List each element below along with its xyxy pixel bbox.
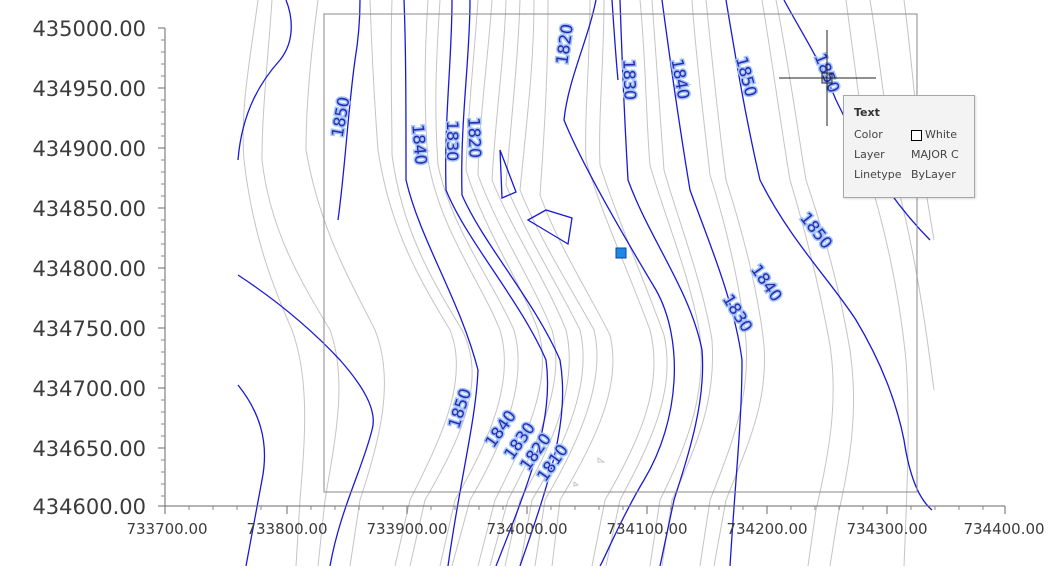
major-contour-1830	[445, 0, 549, 567]
major-contour-1820	[611, 0, 619, 81]
viewport-frame	[323, 13, 918, 493]
major-contour-1830	[619, 0, 704, 567]
y-axis-labels: 435000.00 434950.00 434900.00 434850.00 …	[32, 17, 146, 519]
minor-contour	[369, 0, 457, 567]
major-contour-1850	[337, 0, 361, 221]
y-tick-label: 434950.00	[32, 77, 146, 101]
x-tick-label: 734200.00	[726, 520, 807, 538]
quick-properties-tooltip: Text Color White Layer MAJOR C Linetype …	[843, 95, 975, 198]
minor-contour	[505, 0, 584, 567]
x-axis	[164, 505, 1006, 514]
contour-label[interactable]: 1850	[443, 385, 477, 433]
selection-grip[interactable]	[615, 247, 627, 259]
y-tick-label: 435000.00	[32, 17, 146, 41]
y-tick-label: 434700.00	[32, 377, 146, 401]
tooltip-value: White	[911, 125, 957, 145]
tooltip-key: Color	[854, 128, 883, 141]
contour-label[interactable]: 1820	[551, 21, 578, 67]
contour-label[interactable]: 1840	[746, 259, 788, 306]
minor-contour	[761, 0, 834, 567]
major-contours	[237, 0, 933, 567]
tooltip-title: Text	[854, 106, 880, 119]
x-tick-label: 734300.00	[846, 520, 927, 538]
minor-contour	[845, 0, 909, 567]
tooltip-value: MAJOR C	[911, 148, 959, 161]
minor-contour	[651, 0, 714, 567]
minor-contour	[599, 0, 668, 567]
x-tick-label: 733700.00	[126, 520, 207, 538]
minor-contour	[597, 457, 606, 463]
minor-contour	[539, 0, 614, 567]
contour-label[interactable]: 1830	[442, 119, 464, 163]
minor-contour	[424, 0, 505, 567]
tooltip-row-layer: Layer MAJOR C	[854, 145, 974, 165]
y-tick-label: 434850.00	[32, 197, 146, 221]
y-tick-label: 434750.00	[32, 317, 146, 341]
minor-contour	[390, 0, 473, 567]
tooltip-value: ByLayer	[911, 168, 956, 181]
major-contour-1820	[461, 0, 564, 567]
contour-label[interactable]: 1850	[326, 94, 355, 140]
minor-contour	[705, 0, 766, 567]
tooltip-row-linetype: Linetype ByLayer	[854, 165, 974, 185]
major-contour-1840	[661, 0, 743, 567]
contour-label[interactable]: 1820	[463, 116, 486, 160]
minor-contour	[435, 0, 519, 567]
x-axis-labels: 733700.00 733800.00 733900.00 734000.00 …	[126, 520, 1044, 538]
minor-contour	[465, 0, 544, 567]
tooltip-row-color: Color White	[854, 125, 974, 145]
y-tick-label: 434800.00	[32, 257, 146, 281]
x-tick-label: 734000.00	[486, 520, 567, 538]
x-tick-label: 733900.00	[366, 520, 447, 538]
minor-contour	[775, 0, 855, 567]
minor-contour	[261, 0, 340, 567]
minor-contour	[305, 0, 385, 567]
major-contour-1840	[403, 0, 479, 567]
major-contour-1850	[237, 274, 374, 567]
minor-contour	[691, 0, 748, 567]
minor-contour	[242, 0, 306, 567]
x-tick-label: 733800.00	[246, 520, 327, 538]
y-tick-label: 434650.00	[32, 437, 146, 461]
major-contour-island	[526, 209, 573, 246]
contour-label[interactable]: 1840	[666, 56, 695, 102]
x-axis-minor-ticks	[188, 506, 984, 510]
contour-label[interactable]: 1840	[407, 122, 432, 167]
major-contour-1850	[725, 0, 933, 511]
contour-label[interactable]: 1850	[730, 53, 762, 100]
tooltip-key: Linetype	[854, 168, 902, 181]
minor-contour	[491, 0, 570, 567]
y-tick-label: 434600.00	[32, 495, 146, 519]
contour-label[interactable]: 1850	[795, 207, 838, 254]
tooltip-key: Layer	[854, 148, 885, 161]
x-tick-label: 734100.00	[606, 520, 687, 538]
minor-contour	[639, 0, 702, 567]
contour-label[interactable]: 1830	[717, 289, 758, 337]
y-tick-label: 434900.00	[32, 137, 146, 161]
major-contour-1860	[783, 0, 931, 241]
major-contour-1840	[237, 384, 266, 567]
minor-contour	[573, 481, 580, 487]
major-contour-1850	[237, 0, 292, 161]
y-axis-minor-ticks	[161, 39, 165, 497]
x-tick-label: 734400.00	[963, 520, 1044, 538]
color-swatch-icon	[911, 129, 922, 141]
tooltip-value-text: White	[925, 128, 957, 141]
y-axis	[158, 27, 166, 507]
minor-contour	[519, 0, 598, 567]
crosshair-cursor	[779, 30, 876, 126]
contour-label[interactable]: 1830	[618, 58, 641, 102]
major-contour-1810	[563, 0, 675, 567]
major-contour-island	[499, 149, 517, 199]
